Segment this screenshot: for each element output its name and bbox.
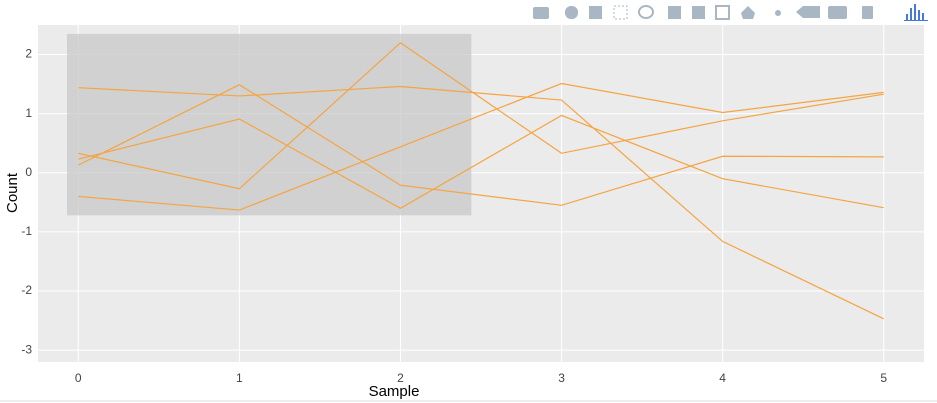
x-tick-label: 2 bbox=[397, 371, 404, 385]
lasso-button[interactable] bbox=[638, 5, 654, 19]
edit-button[interactable] bbox=[862, 6, 873, 19]
highlight-region bbox=[66, 33, 472, 216]
box-select-button[interactable] bbox=[613, 5, 628, 20]
toolbar bbox=[533, 4, 928, 21]
hover-compare-button[interactable] bbox=[828, 6, 847, 19]
x-tick-label: 3 bbox=[558, 371, 565, 385]
hover-closest-button[interactable] bbox=[796, 6, 820, 18]
y-tick-label: -1 bbox=[21, 224, 32, 238]
spike-button[interactable] bbox=[775, 10, 781, 16]
x-axis-title: Sample bbox=[369, 383, 420, 400]
reset-button[interactable] bbox=[741, 6, 755, 19]
series-line bbox=[78, 114, 884, 209]
y-tick-label: -2 bbox=[21, 283, 32, 297]
series-line bbox=[78, 85, 884, 320]
x-tick-label: 1 bbox=[236, 371, 243, 385]
y-tick-label: 1 bbox=[25, 106, 32, 120]
plotly-logo[interactable] bbox=[904, 4, 928, 21]
x-tick-label: 5 bbox=[880, 371, 887, 385]
series-line bbox=[78, 41, 884, 190]
autoscale-button[interactable] bbox=[715, 5, 730, 20]
series-line bbox=[78, 82, 884, 211]
y-axis-title: Count bbox=[4, 172, 21, 213]
zoom-button[interactable] bbox=[565, 6, 578, 19]
series-line bbox=[78, 84, 884, 206]
y-tick-label: 0 bbox=[25, 165, 32, 179]
y-tick-label: 2 bbox=[25, 47, 32, 61]
y-tick-label: -3 bbox=[21, 342, 32, 356]
x-tick-label: 4 bbox=[719, 371, 726, 385]
camera-button[interactable] bbox=[533, 7, 549, 19]
zoom-out-button[interactable] bbox=[692, 6, 705, 19]
zoom-in-button[interactable] bbox=[668, 6, 681, 19]
pan-button[interactable] bbox=[589, 6, 602, 19]
x-tick-label: 0 bbox=[75, 371, 82, 385]
